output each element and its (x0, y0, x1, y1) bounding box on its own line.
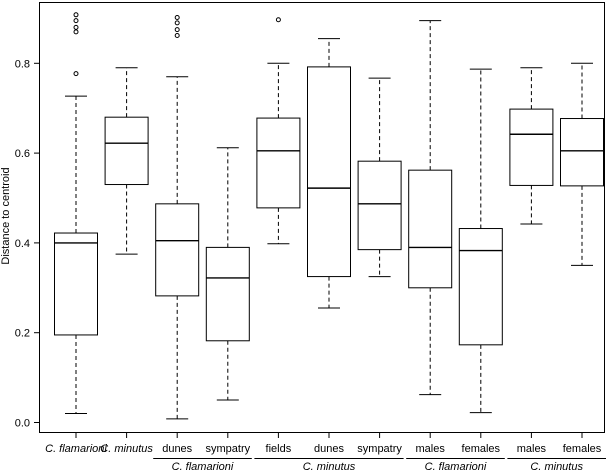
outlier-point (174, 15, 180, 21)
outlier-point (174, 32, 180, 38)
x-tick-label: males (517, 443, 547, 455)
box-5 (256, 17, 301, 245)
outlier-point (73, 12, 79, 18)
outlier-point (275, 17, 281, 23)
x-tick-label: C. flamarioni (45, 443, 107, 455)
iqr-box (509, 108, 554, 186)
outlier-point (73, 71, 79, 77)
y-axis-label: Distance to centroid (0, 167, 12, 264)
group-label: C. minutus (530, 461, 583, 473)
iqr-box (104, 116, 149, 186)
x-tick-label: males (416, 443, 446, 455)
box-10 (509, 67, 554, 225)
plot-frame (39, 2, 605, 433)
outlier-point (73, 18, 79, 24)
iqr-box (408, 169, 453, 289)
y-tick-label: 0.8 (15, 58, 30, 70)
outlier-point (174, 27, 180, 33)
group-label: C. flamarioni (425, 461, 487, 473)
y-axis: 0.0 0.2 0.4 0.6 0.8 (15, 58, 40, 430)
group-label: C. minutus (303, 461, 356, 473)
box-7 (357, 77, 402, 278)
y-tick-label: 0.6 (15, 148, 30, 160)
x-tick-label: dunes (314, 443, 344, 455)
x-tick-label: fields (266, 443, 292, 455)
iqr-box (256, 117, 301, 209)
group-label: C. flamarioni (172, 461, 234, 473)
box-11 (560, 62, 604, 266)
iqr-box (155, 203, 200, 297)
iqr-box (560, 118, 604, 187)
iqr-box (458, 228, 503, 346)
x-tick-label: females (462, 443, 501, 455)
box-2 (104, 67, 149, 255)
outlier-point (73, 29, 79, 35)
box-8 (408, 20, 453, 396)
y-tick-label: 0.2 (15, 328, 30, 340)
iqr-box (54, 232, 98, 336)
group-labels: C. flamarioni C. minutus C. flamarioni C. m… (153, 458, 606, 473)
y-tick-label: 0.4 (15, 238, 30, 250)
x-tick-label: sympatry (205, 443, 250, 455)
iqr-box (357, 160, 402, 251)
box-1 (54, 12, 98, 415)
box-3 (155, 15, 200, 420)
box-4 (205, 147, 250, 401)
x-tick-label: sympatry (357, 443, 402, 455)
x-tick-label: dunes (162, 443, 192, 455)
y-tick-label: 0.0 (15, 418, 30, 430)
outlier-point (73, 24, 79, 30)
box-9 (458, 68, 503, 414)
x-tick-label: females (563, 443, 602, 455)
iqr-box (307, 66, 351, 278)
box-6 (307, 38, 351, 309)
boxes (54, 12, 604, 420)
x-tick-label: C. minutus (100, 443, 153, 455)
iqr-box (205, 246, 250, 342)
outlier-point (174, 20, 180, 26)
